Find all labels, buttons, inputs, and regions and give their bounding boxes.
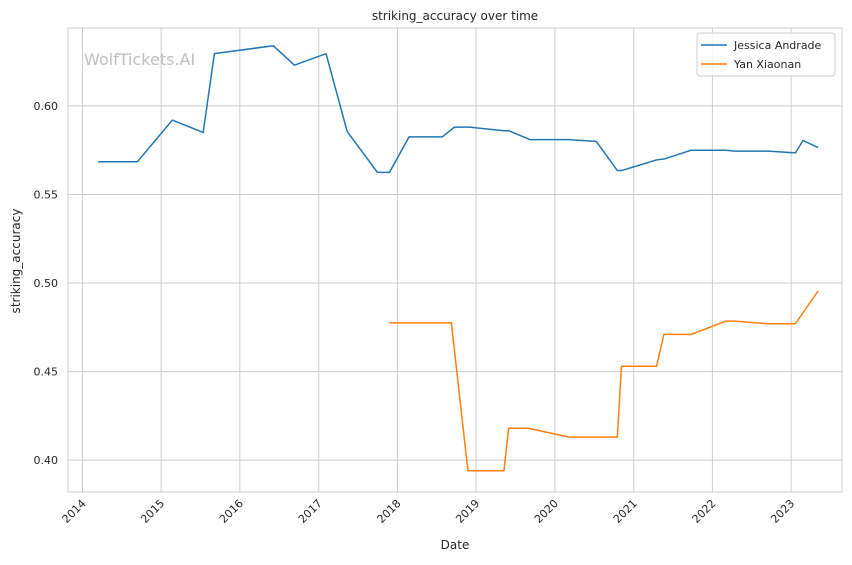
series-line-jessica-andrade <box>98 44 819 174</box>
data-point-jessica-andrade <box>724 148 729 153</box>
data-point-yan-xiaonan <box>615 435 620 440</box>
data-point-yan-xiaonan <box>816 288 821 293</box>
data-point-jessica-andrade <box>135 159 140 164</box>
x-axis-ticks: 2014 2015 2016 2017 2018 2019 2020 2021 2022 2023 <box>60 497 798 526</box>
data-point-yan-xiaonan <box>661 332 666 337</box>
x-axis-label: Date <box>441 538 470 552</box>
x-tick-label: 2015 <box>138 497 167 526</box>
legend-label-yan-xiaonan: Yan Xiaonan <box>733 58 801 71</box>
data-point-yan-xiaonan <box>567 435 572 440</box>
data-point-jessica-andrade <box>527 137 532 142</box>
x-tick-label: 2021 <box>611 497 640 526</box>
data-point-jessica-andrade <box>567 137 572 142</box>
legend-box <box>696 32 836 77</box>
data-point-jessica-andrade <box>619 168 624 173</box>
plot-frame <box>67 27 843 493</box>
data-point-jessica-andrade <box>440 134 445 139</box>
data-point-yan-xiaonan <box>506 426 511 431</box>
data-point-yan-xiaonan <box>724 319 729 324</box>
x-tick-label: 2016 <box>217 497 246 526</box>
x-tick-label: 2023 <box>768 497 797 526</box>
data-point-yan-xiaonan <box>526 426 531 431</box>
grid <box>68 28 842 492</box>
data-point-yan-xiaonan <box>465 468 470 473</box>
data-point-yan-xiaonan <box>619 364 624 369</box>
data-point-jessica-andrade <box>375 170 380 175</box>
data-point-jessica-andrade <box>654 157 659 162</box>
legend-label-jessica-andrade: Jessica Andrade <box>733 39 822 52</box>
x-tick-label: 2018 <box>375 497 404 526</box>
data-point-jessica-andrade <box>501 128 506 133</box>
data-point-jessica-andrade <box>407 134 412 139</box>
y-tick-label: 0.60 <box>34 100 59 113</box>
series-lines <box>96 43 821 473</box>
data-point-yan-xiaonan <box>689 332 694 337</box>
data-point-jessica-andrade <box>345 129 350 134</box>
x-tick-label: 2019 <box>453 497 482 526</box>
data-point-jessica-andrade <box>733 149 738 154</box>
data-point-jessica-andrade <box>271 43 276 48</box>
data-point-jessica-andrade <box>816 145 821 150</box>
data-point-jessica-andrade <box>594 139 599 144</box>
data-point-yan-xiaonan <box>793 321 798 326</box>
y-tick-label: 0.55 <box>34 188 59 201</box>
data-point-jessica-andrade <box>452 125 457 130</box>
y-axis-label: striking_accuracy <box>9 209 23 314</box>
y-axis-ticks: 0.40 0.45 0.50 0.55 0.60 <box>34 100 59 467</box>
x-tick-label: 2014 <box>60 497 89 526</box>
data-point-yan-xiaonan <box>501 468 506 473</box>
data-point-jessica-andrade <box>661 157 666 162</box>
y-tick-label: 0.40 <box>34 454 59 467</box>
watermark: WolfTickets.AI <box>84 50 195 69</box>
legend: Jessica Andrade Yan Xiaonan <box>696 32 836 77</box>
data-point-jessica-andrade <box>170 118 175 123</box>
data-point-yan-xiaonan <box>449 320 454 325</box>
data-point-jessica-andrade <box>800 138 805 143</box>
data-point-jessica-andrade <box>506 128 511 133</box>
data-point-jessica-andrade <box>793 150 798 155</box>
data-point-jessica-andrade <box>201 130 206 135</box>
data-point-jessica-andrade <box>766 149 771 154</box>
data-point-yan-xiaonan <box>766 321 771 326</box>
data-point-jessica-andrade <box>387 170 392 175</box>
series-line-yan-xiaonan <box>389 290 819 472</box>
x-tick-label: 2017 <box>296 497 325 526</box>
data-point-jessica-andrade <box>324 51 329 56</box>
data-point-jessica-andrade <box>689 148 694 153</box>
y-tick-label: 0.45 <box>34 366 59 379</box>
data-point-jessica-andrade <box>96 159 101 164</box>
data-point-yan-xiaonan <box>733 319 738 324</box>
data-point-yan-xiaonan <box>654 364 659 369</box>
data-point-jessica-andrade <box>292 63 297 68</box>
x-tick-label: 2020 <box>532 497 561 526</box>
chart-title: striking_accuracy over time <box>372 9 538 23</box>
y-tick-label: 0.50 <box>34 277 59 290</box>
x-tick-label: 2022 <box>690 497 719 526</box>
data-point-jessica-andrade <box>467 125 472 130</box>
data-point-jessica-andrade <box>212 51 217 56</box>
data-point-yan-xiaonan <box>387 320 392 325</box>
